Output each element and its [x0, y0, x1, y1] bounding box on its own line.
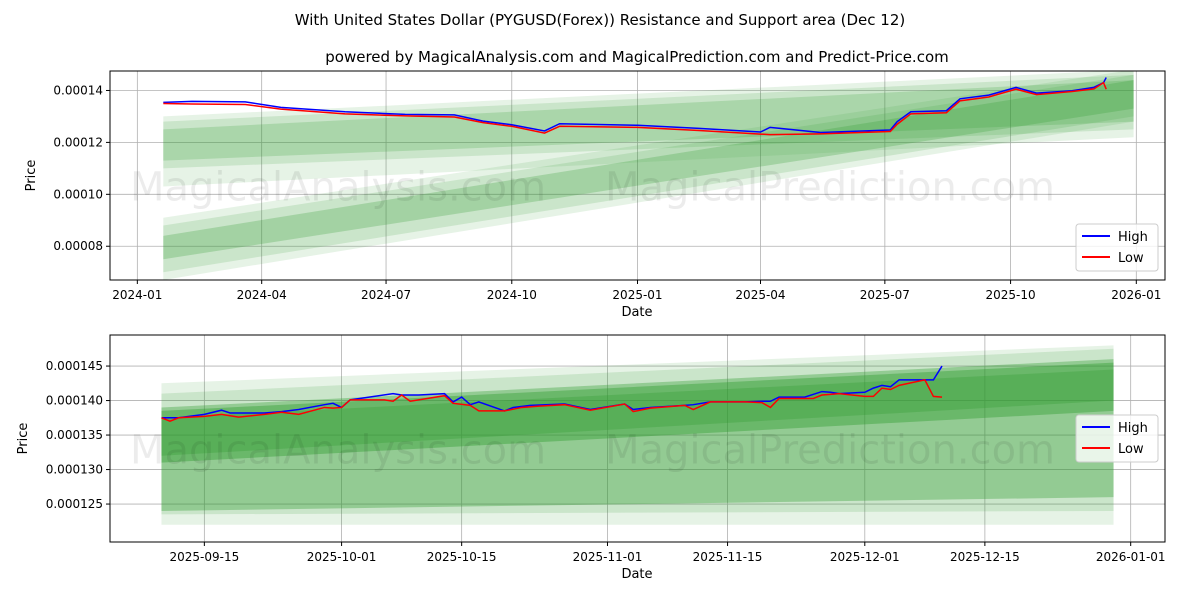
chart-subtitle: powered by MagicalAnalysis.com and Magic… [325, 48, 949, 66]
x-axis-label: Date [621, 567, 652, 582]
x-tick-label: 2024-07 [361, 288, 411, 302]
watermark: MagicalAnalysis.com [130, 428, 546, 474]
legend-label-high: High [1118, 230, 1148, 245]
prediction-band [161, 345, 1114, 525]
x-tick-label: 2024-04 [237, 288, 287, 302]
y-tick-label: 0.000140 [46, 394, 103, 408]
x-tick-label: 2024-10 [487, 288, 537, 302]
prediction-band [163, 74, 1134, 273]
chart-title: With United States Dollar (PYGUSD(Forex)… [295, 11, 906, 29]
prediction-band [163, 80, 1134, 161]
x-tick-label: 2026-01 [1111, 288, 1161, 302]
prediction-band [163, 71, 1134, 187]
prediction-band [163, 71, 1134, 280]
y-tick-label: 0.00008 [53, 239, 103, 253]
chart-panel-1: MagicalAnalysis.com MagicalPrediction.com… [24, 70, 1166, 320]
y-tick-label: 0.00010 [53, 187, 103, 201]
prediction-band [161, 369, 1114, 456]
axes-frame [109, 334, 1166, 543]
y-tick-label: 0.00014 [53, 83, 103, 97]
legend-label-low: Low [1118, 251, 1144, 266]
legend-label-low: Low [1118, 442, 1144, 457]
x-tick-label: 2025-07 [860, 288, 910, 302]
series-line-low [163, 81, 1107, 136]
watermark: MagicalAnalysis.com [130, 165, 546, 211]
legend-label-high: High [1118, 421, 1148, 436]
y-axis-label: Price [24, 160, 39, 192]
prediction-band [161, 348, 1114, 515]
prediction-band [163, 74, 1134, 169]
series-line-high [163, 77, 1107, 134]
plot-area: MagicalAnalysis.com MagicalPrediction.com [110, 335, 1165, 542]
x-tick-label: 2025-09-15 [169, 550, 239, 564]
x-tick-label: 2025-10-15 [427, 550, 497, 564]
x-tick-label: 2025-12-15 [950, 550, 1020, 564]
series-line-low [161, 378, 943, 423]
x-tick-label: 2025-11-01 [573, 550, 643, 564]
watermark: MagicalPrediction.com [605, 165, 1055, 211]
x-axis-label: Date [621, 305, 652, 320]
y-tick-label: 0.000135 [46, 428, 103, 442]
chart-panel-2: MagicalAnalysis.com MagicalPrediction.com… [16, 334, 1166, 582]
x-tick-label: 2025-11-15 [693, 550, 763, 564]
y-axis-label: Price [16, 423, 31, 455]
legend: High Low [1075, 414, 1159, 463]
x-tick-label: 2025-10 [986, 288, 1036, 302]
axes-frame [109, 70, 1166, 281]
legend: High Low [1075, 223, 1159, 272]
y-tick-label: 0.00012 [53, 135, 103, 149]
y-tick-label: 0.000145 [46, 359, 103, 373]
x-tick-label: 2026-01-01 [1096, 550, 1166, 564]
x-tick-label: 2024-01 [112, 288, 162, 302]
plot-area: MagicalAnalysis.com MagicalPrediction.com [110, 71, 1165, 280]
x-tick-label: 2025-01 [612, 288, 662, 302]
x-tick-label: 2025-04 [735, 288, 785, 302]
x-tick-label: 2025-10-01 [307, 550, 377, 564]
x-tick-label: 2025-12-01 [830, 550, 900, 564]
prediction-band [163, 80, 1134, 260]
y-tick-label: 0.000125 [46, 497, 103, 511]
y-tick-label: 0.000130 [46, 463, 103, 477]
watermark: MagicalPrediction.com [605, 428, 1055, 474]
